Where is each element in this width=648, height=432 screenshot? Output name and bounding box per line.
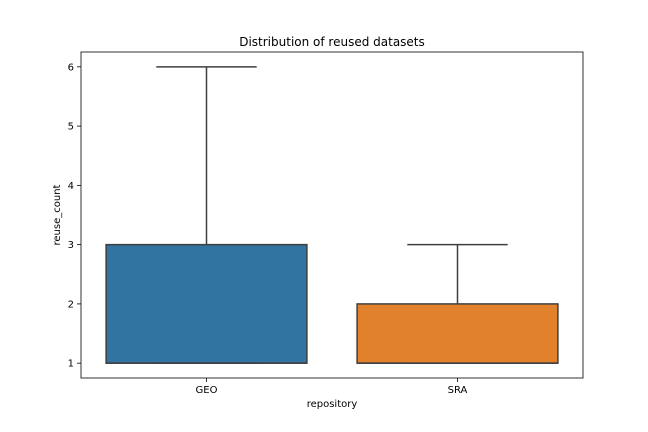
- x-axis-label: repository: [307, 399, 358, 410]
- y-axis: 1 2 3 4 5 6: [68, 62, 81, 370]
- y-tick-label-0: 1: [68, 359, 74, 370]
- y-tick-label-3: 4: [68, 181, 74, 192]
- box-body-geo: [105, 243, 308, 364]
- chart-title: Distribution of reused datasets: [239, 35, 425, 49]
- x-tick-label-1: SRA: [448, 385, 468, 396]
- y-tick-label-1: 2: [68, 299, 74, 310]
- x-axis: GEO SRA: [196, 378, 468, 396]
- y-tick-label-2: 3: [68, 240, 74, 251]
- box-geo: [105, 66, 308, 364]
- x-tick-label-0: GEO: [196, 385, 218, 396]
- y-axis-label: reuse_count: [52, 184, 63, 245]
- y-tick-label-5: 6: [68, 62, 74, 73]
- box-body-sra: [356, 303, 559, 364]
- y-tick-label-4: 5: [68, 122, 74, 133]
- boxes: [105, 66, 559, 364]
- plot-area: [80, 51, 584, 379]
- box-sra: [356, 243, 559, 364]
